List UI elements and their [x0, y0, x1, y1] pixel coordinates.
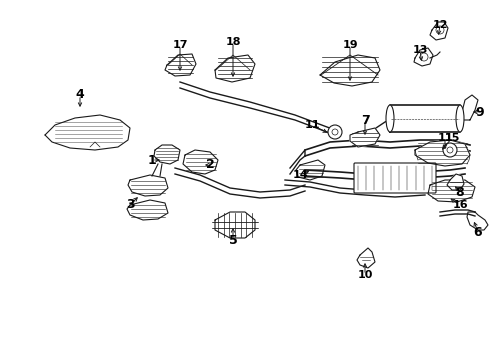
Text: 2: 2 — [206, 158, 215, 171]
Text: 7: 7 — [361, 113, 369, 126]
Circle shape — [443, 143, 457, 157]
Circle shape — [332, 129, 338, 135]
Text: 4: 4 — [75, 89, 84, 102]
Text: 11: 11 — [304, 120, 320, 130]
Polygon shape — [165, 54, 196, 76]
Polygon shape — [357, 248, 375, 268]
Polygon shape — [296, 160, 325, 180]
Polygon shape — [183, 150, 218, 174]
Polygon shape — [390, 105, 460, 132]
Polygon shape — [215, 55, 255, 82]
Polygon shape — [45, 115, 130, 150]
Text: 1: 1 — [147, 153, 156, 166]
Text: 19: 19 — [342, 40, 358, 50]
Polygon shape — [215, 212, 255, 238]
Polygon shape — [462, 95, 478, 120]
Polygon shape — [467, 212, 488, 230]
Text: 16: 16 — [452, 200, 468, 210]
Polygon shape — [447, 174, 464, 190]
Text: 12: 12 — [432, 20, 448, 30]
Polygon shape — [428, 180, 475, 202]
Polygon shape — [414, 48, 433, 66]
FancyBboxPatch shape — [354, 163, 436, 193]
Ellipse shape — [456, 105, 464, 132]
Ellipse shape — [386, 105, 394, 132]
Text: 14: 14 — [292, 170, 308, 180]
Polygon shape — [154, 145, 180, 164]
Text: 6: 6 — [474, 225, 482, 238]
Text: 18: 18 — [225, 37, 241, 47]
Polygon shape — [430, 22, 448, 40]
Text: 15: 15 — [444, 133, 460, 143]
Text: 11: 11 — [437, 133, 453, 143]
Circle shape — [328, 125, 342, 139]
Text: 8: 8 — [456, 185, 465, 198]
Text: 10: 10 — [357, 270, 373, 280]
Circle shape — [420, 53, 428, 61]
Circle shape — [436, 26, 444, 34]
Text: 9: 9 — [476, 105, 484, 118]
Polygon shape — [350, 128, 380, 147]
Text: 13: 13 — [412, 45, 428, 55]
Text: 3: 3 — [126, 198, 134, 211]
Polygon shape — [415, 140, 470, 166]
Text: 5: 5 — [229, 234, 237, 247]
Polygon shape — [128, 175, 168, 196]
Polygon shape — [127, 200, 168, 220]
Circle shape — [447, 147, 453, 153]
Polygon shape — [320, 55, 380, 86]
Text: 17: 17 — [172, 40, 188, 50]
